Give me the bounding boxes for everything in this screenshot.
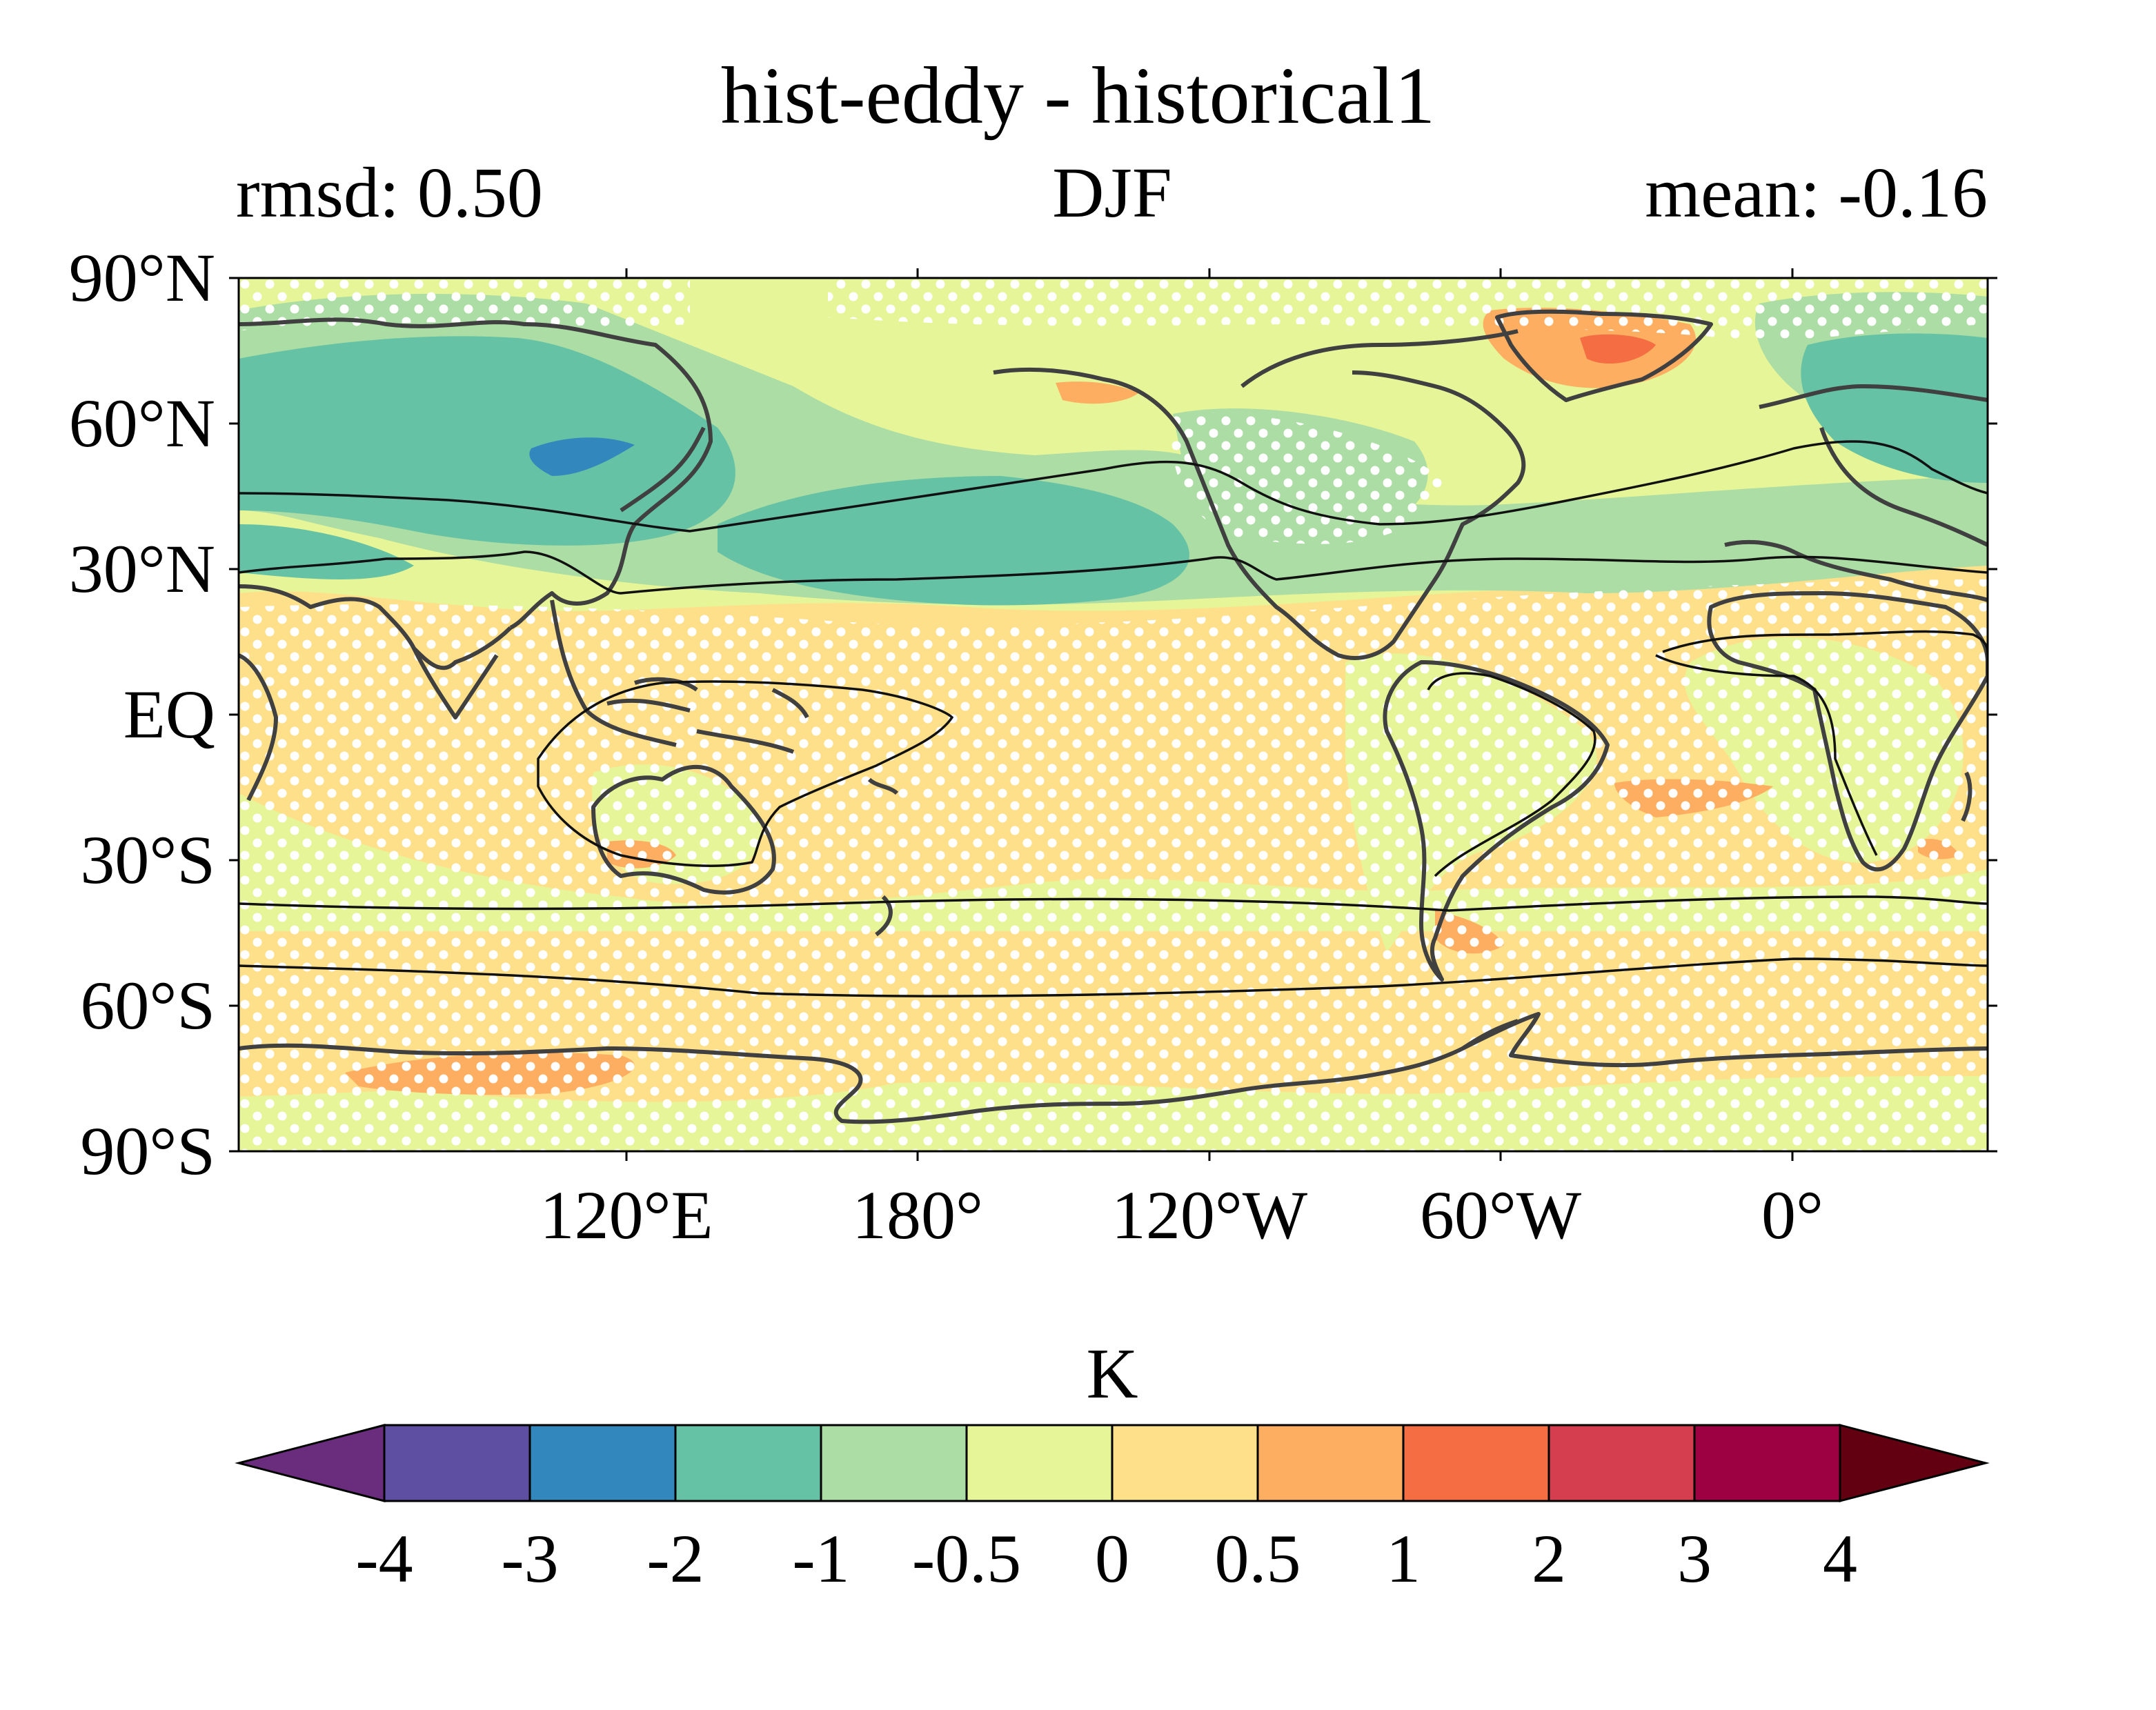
colorbar-tick-label: 0.5 (1214, 1520, 1301, 1597)
colorbar-tick-label: -0.5 (911, 1520, 1022, 1597)
significance-stippling (239, 278, 1988, 1151)
colorbar-segment (528, 1424, 677, 1502)
y-tick-label-60n: 60°N (68, 385, 215, 461)
x-ticks (625, 268, 1794, 1161)
x-tick-label-0: 0° (1761, 1177, 1823, 1253)
colorbar-tick-label: 0 (1095, 1520, 1129, 1597)
colorbar-units-label: K (1086, 1334, 1138, 1413)
y-tick-label-90n: 90°N (68, 239, 215, 316)
colorbar-under-triangle (235, 1424, 386, 1502)
field-level-1-to-2 (1580, 334, 1656, 364)
colorbar-tick-label: 1 (1386, 1520, 1421, 1597)
colorbar-tick-label: 3 (1677, 1520, 1712, 1597)
colorbar-segment (1402, 1424, 1550, 1502)
y-tick-label-60s: 60°S (80, 967, 215, 1044)
x-tick-label-120e: 120°E (540, 1177, 713, 1253)
x-tick-label-60w: 60°W (1419, 1177, 1582, 1253)
y-tick-label-90s: 90°S (80, 1113, 215, 1189)
y-ticks (229, 277, 1997, 1153)
chart-title: hist-eddy - historical1 (720, 50, 1436, 141)
colorbar-segment (1547, 1424, 1696, 1502)
colorbar-tick-label: -4 (355, 1520, 413, 1597)
field-level-neg2-to-neg3 (529, 437, 635, 476)
colorbar (235, 1424, 1990, 1502)
colorbar-over-triangle (1839, 1424, 1990, 1502)
colorbar-segment (820, 1424, 968, 1502)
contour-lines (239, 440, 1988, 997)
y-tick-label-30n: 30°N (68, 530, 215, 607)
colorbar-segment (965, 1424, 1114, 1502)
colorbar-tick-label: -2 (646, 1520, 704, 1597)
map-panel (239, 278, 1988, 1151)
colorbar-segment (1256, 1424, 1405, 1502)
mean-label: mean: -0.16 (1645, 153, 1988, 232)
colorbar-segment (1693, 1424, 1841, 1502)
season-label: DJF (1052, 153, 1172, 232)
colorbar-tick-label: 4 (1823, 1520, 1857, 1597)
x-tick-label-180: 180° (852, 1177, 983, 1253)
rmsd-label: rmsd: 0.50 (236, 153, 543, 232)
y-tick-label-eq: EQ (123, 676, 215, 753)
colorbar-tick-label: 2 (1532, 1520, 1566, 1597)
colorbar-segment (1111, 1424, 1259, 1502)
y-tick-label-30s: 30°S (80, 822, 215, 898)
x-tick-label-120w: 120°W (1111, 1177, 1308, 1253)
colorbar-segment (383, 1424, 531, 1502)
colorbar-segment (674, 1424, 822, 1502)
colorbar-tick-label: -1 (792, 1520, 850, 1597)
colorbar-tick-label: -3 (501, 1520, 559, 1597)
coastlines (239, 309, 1988, 1124)
